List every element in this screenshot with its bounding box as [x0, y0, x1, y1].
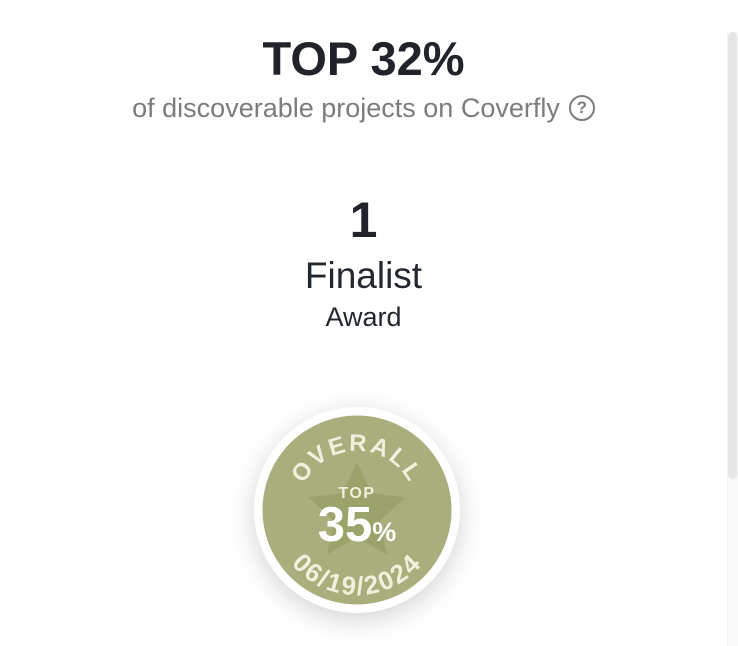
subtitle-row: of discoverable projects on Coverfly ?: [0, 92, 727, 124]
award-count: 1: [349, 192, 378, 249]
page: { "header": { "top_percent": "TOP 32%", …: [0, 32, 738, 646]
top-percent-heading: TOP 32%: [262, 32, 465, 85]
badge-percent-number: 35: [317, 498, 372, 552]
award-summary: 1 Finalist Award: [0, 195, 727, 333]
badge-percent-sign: %: [372, 517, 396, 547]
help-question-icon[interactable]: ?: [568, 95, 595, 122]
subtitle-text: of discoverable projects on Coverfly: [132, 93, 560, 124]
award-name: Finalist: [304, 255, 423, 297]
badge-percent: 35%: [317, 498, 396, 552]
overall-score-badge: OVERALL TOP 35% 06/19/2024: [0, 405, 720, 620]
coverfly-score-panel: TOP 32% of discoverable projects on Cove…: [0, 32, 727, 620]
badge-star-icon: [308, 461, 405, 554]
badge-top-label: TOP: [338, 485, 375, 502]
scrollbar-thumb[interactable]: [728, 32, 737, 479]
scrollbar[interactable]: [727, 32, 738, 646]
badge-svg: OVERALL TOP 35% 06/19/2024: [253, 406, 460, 613]
award-type: Award: [325, 302, 402, 333]
